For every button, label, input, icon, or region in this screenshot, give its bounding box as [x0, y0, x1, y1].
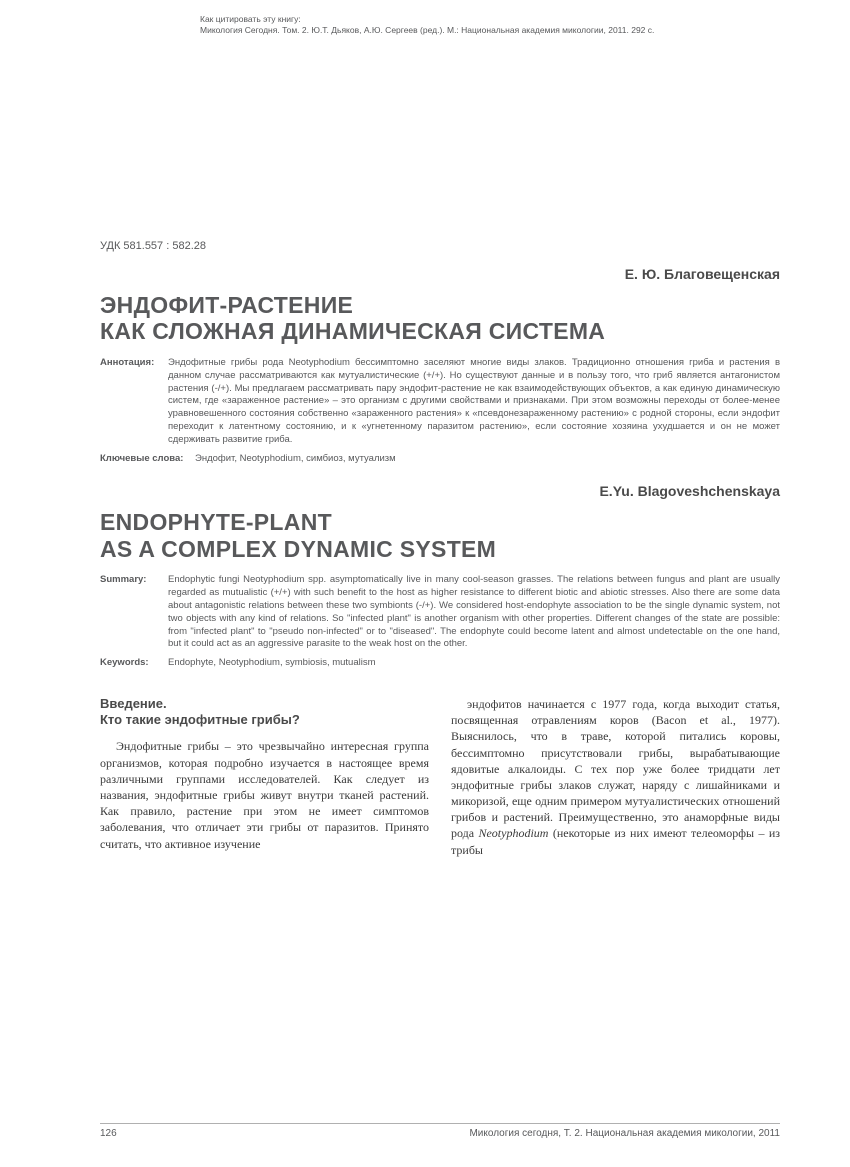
author-en: E.Yu. Blagoveshchenskaya [100, 483, 780, 499]
abstract-ru-block: Аннотация: Эндофитные грибы рода Neotyph… [100, 357, 780, 447]
body-columns: Введение. Кто такие эндофитные грибы? Эн… [100, 696, 780, 858]
udk-code: УДК 581.557 : 582.28 [100, 240, 780, 252]
section-heading-line1: Введение. [100, 696, 429, 712]
summary-en-block: Summary: Endophytic fungi Neotyphodium s… [100, 574, 780, 651]
abstract-ru-text: Эндофитные грибы рода Neotyphodium бесси… [168, 357, 780, 447]
title-ru-line2: КАК СЛОЖНАЯ ДИНАМИЧЕСКАЯ СИСТЕМА [100, 318, 780, 344]
keywords-ru-label: Ключевые слова: [100, 453, 195, 466]
section-heading-line2: Кто такие эндофитные грибы? [100, 712, 429, 728]
summary-en-text: Endophytic fungi Neotyphodium spp. asymp… [168, 574, 780, 651]
citation-note: Как цитировать эту книгу: Микология Сего… [200, 14, 654, 36]
section-heading: Введение. Кто такие эндофитные грибы? [100, 696, 429, 729]
citation-line-2: Микология Сегодня. Том. 2. Ю.Т. Дьяков, … [200, 25, 654, 36]
footer-text: Микология сегодня, Т. 2. Национальная ак… [469, 1128, 780, 1139]
title-en-line2: AS A COMPLEX DYNAMIC SYSTEM [100, 536, 780, 562]
author-ru: Е. Ю. Благовещенская [100, 266, 780, 282]
keywords-ru-block: Ключевые слова: Эндофит, Neotyphodium, с… [100, 453, 780, 466]
page-content: УДК 581.557 : 582.28 Е. Ю. Благовещенска… [100, 240, 780, 858]
col2-paragraph: эндофитов начинается с 1977 года, когда … [451, 696, 780, 858]
keywords-en-label: Keywords: [100, 657, 168, 670]
page-number: 126 [100, 1128, 117, 1139]
keywords-en-block: Keywords: Endophyte, Neotyphodium, symbi… [100, 657, 780, 670]
citation-line-1: Как цитировать эту книгу: [200, 14, 654, 25]
keywords-ru-text: Эндофит, Neotyphodium, симбиоз, мутуализ… [195, 453, 396, 466]
page-footer: 126 Микология сегодня, Т. 2. Национальна… [100, 1123, 780, 1139]
title-en-line1: ENDOPHYTE-PLANT [100, 509, 780, 535]
column-left: Введение. Кто такие эндофитные грибы? Эн… [100, 696, 429, 858]
title-ru-line1: ЭНДОФИТ-РАСТЕНИЕ [100, 292, 780, 318]
keywords-en-text: Endophyte, Neotyphodium, symbiosis, mutu… [168, 657, 376, 670]
col1-paragraph: Эндофитные грибы – это чрезвычайно интер… [100, 738, 429, 851]
title-ru: ЭНДОФИТ-РАСТЕНИЕ КАК СЛОЖНАЯ ДИНАМИЧЕСКА… [100, 292, 780, 345]
summary-en-label: Summary: [100, 574, 168, 651]
title-en: ENDOPHYTE-PLANT AS A COMPLEX DYNAMIC SYS… [100, 509, 780, 562]
column-right: эндофитов начинается с 1977 года, когда … [451, 696, 780, 858]
abstract-ru-label: Аннотация: [100, 357, 168, 447]
